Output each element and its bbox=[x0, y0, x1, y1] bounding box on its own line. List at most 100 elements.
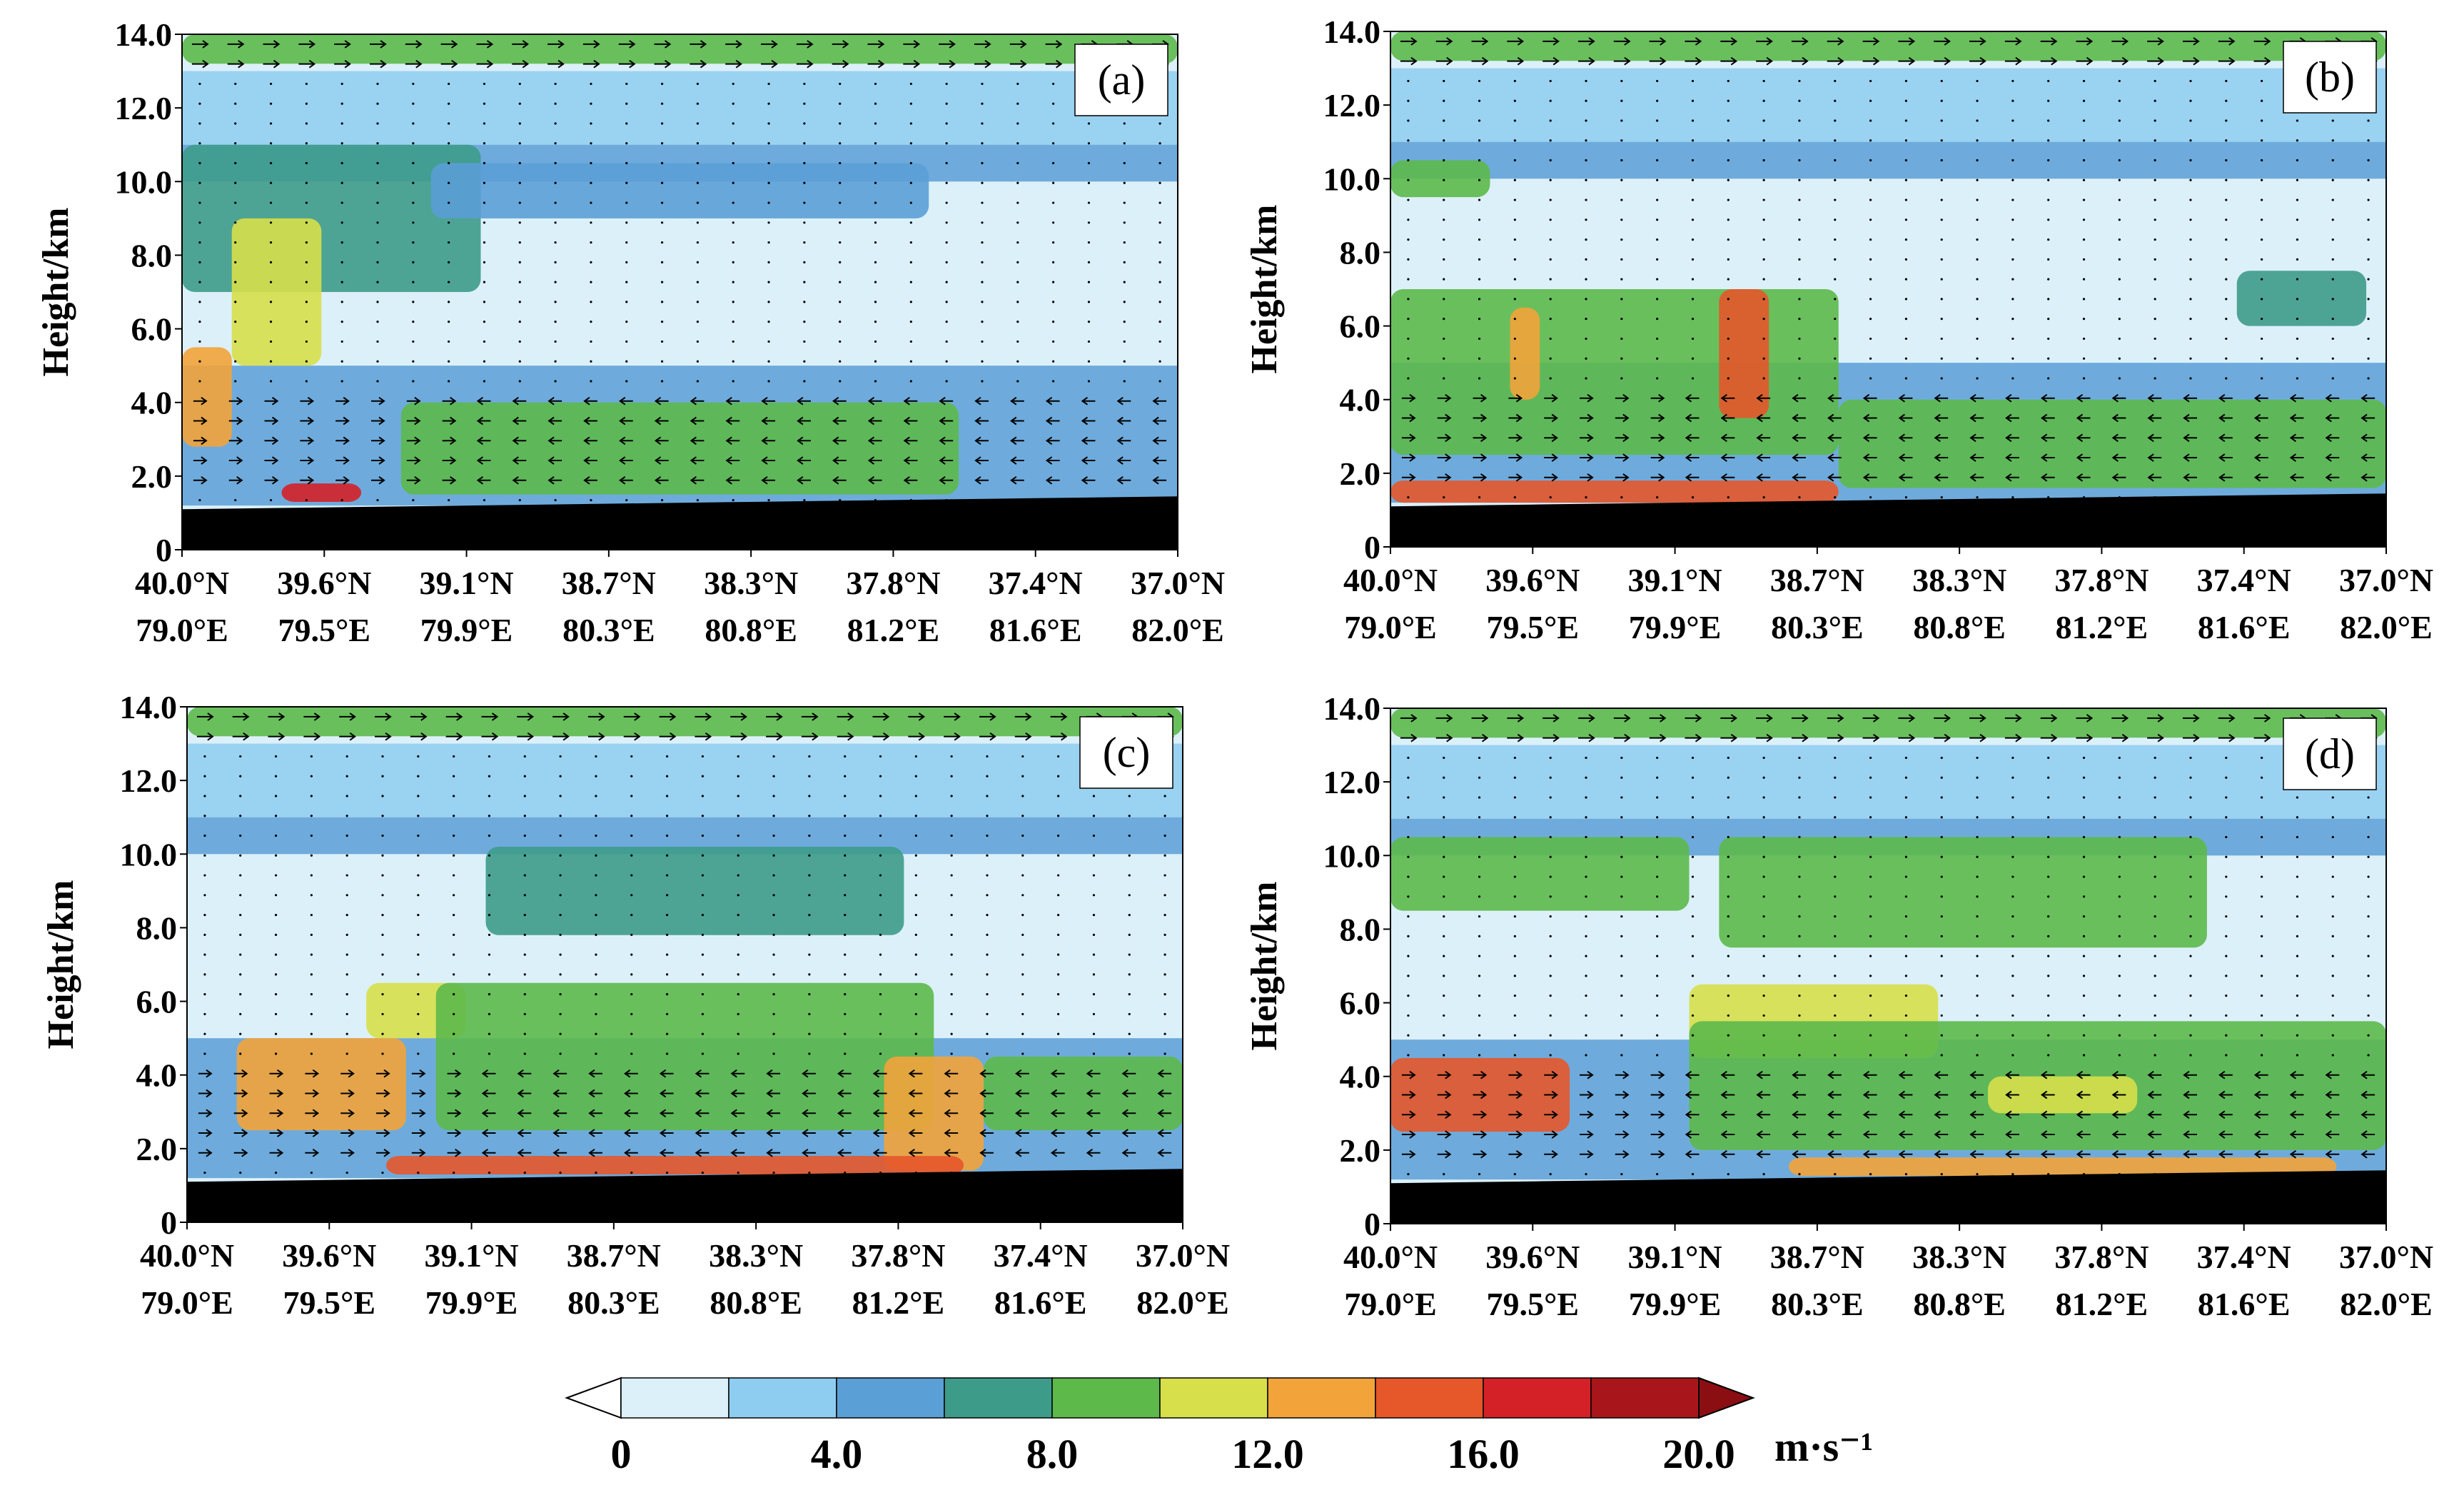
wind-dot bbox=[2296, 377, 2299, 380]
wind-dot bbox=[1443, 318, 1445, 321]
wind-dot bbox=[1123, 221, 1126, 224]
wind-dot bbox=[701, 973, 705, 976]
wind-arrowhead bbox=[1827, 473, 1834, 482]
wind-dot bbox=[1585, 915, 1587, 918]
wind-arrowhead bbox=[2086, 56, 2094, 66]
wind-dot bbox=[310, 894, 313, 897]
wind-dot bbox=[1407, 1034, 1410, 1037]
wind-arrowhead bbox=[1622, 413, 1630, 423]
wind-dot bbox=[625, 340, 628, 343]
wind-arrowhead bbox=[276, 1109, 284, 1118]
wind-dot bbox=[1443, 218, 1445, 221]
wind-dot bbox=[2118, 1014, 2121, 1017]
wind-dot bbox=[630, 1032, 633, 1035]
wind-dot bbox=[376, 380, 379, 383]
wind-arrowhead bbox=[1622, 433, 1630, 443]
wind-arrowhead bbox=[1622, 1149, 1630, 1159]
x-tick-label-lon: 82.0°E bbox=[2340, 1286, 2433, 1322]
wind-dot bbox=[269, 181, 273, 184]
wind-dot bbox=[914, 1012, 917, 1016]
wind-dot bbox=[1620, 816, 1623, 819]
wind-dot bbox=[1762, 318, 1765, 321]
wind-arrowhead bbox=[2253, 473, 2261, 482]
wind-dot bbox=[1016, 201, 1019, 204]
wind-dot bbox=[239, 933, 242, 936]
wind-dot bbox=[203, 1032, 206, 1035]
wind-dot bbox=[1549, 756, 1552, 760]
wind-arrowhead bbox=[308, 59, 316, 69]
wind-dot bbox=[1869, 119, 1872, 122]
speed-field bbox=[182, 34, 1178, 550]
wind-arrowhead bbox=[1481, 714, 1489, 723]
wind-dot bbox=[1620, 337, 1623, 341]
wind-dot bbox=[523, 894, 526, 897]
wind-dot bbox=[448, 241, 450, 244]
wind-dot bbox=[1798, 1014, 1801, 1017]
x-tick-label-lat: 37.0°N bbox=[2339, 1239, 2433, 1275]
wind-dot bbox=[1620, 935, 1623, 937]
wind-dot bbox=[2189, 238, 2192, 241]
wind-dot bbox=[1904, 796, 1908, 799]
wind-arrowhead bbox=[1792, 1149, 1799, 1159]
wind-dot bbox=[1976, 1054, 1979, 1057]
wind-dot bbox=[2331, 119, 2334, 122]
wind-dot bbox=[2011, 1054, 2014, 1057]
wind-dot bbox=[1656, 139, 1659, 142]
wind-dot bbox=[839, 142, 842, 145]
wind-arrowhead bbox=[1446, 714, 1453, 723]
wind-arrowhead bbox=[2193, 37, 2200, 46]
wind-dot bbox=[340, 340, 343, 343]
wind-dot bbox=[234, 102, 237, 105]
wind-arrowhead bbox=[313, 713, 321, 721]
wind-dot bbox=[2367, 816, 2370, 819]
wind-arrowhead bbox=[588, 1069, 595, 1078]
wind-dot bbox=[412, 241, 415, 244]
wind-arrowhead bbox=[1660, 714, 1667, 723]
wind-dot bbox=[1762, 495, 1765, 499]
wind-arrowhead bbox=[2218, 1090, 2226, 1099]
wind-dot bbox=[1976, 278, 1979, 281]
wind-dot bbox=[2118, 377, 2121, 380]
wind-dot bbox=[590, 181, 592, 184]
wind-arrowhead bbox=[2289, 393, 2297, 403]
speed-feature bbox=[1510, 307, 1540, 400]
wind-arrowhead bbox=[877, 40, 885, 49]
wind-dot bbox=[1585, 337, 1587, 341]
wind-dot bbox=[1407, 855, 1410, 858]
wind-arrowhead bbox=[872, 1089, 880, 1098]
wind-arrowhead bbox=[1086, 1069, 1094, 1078]
wind-dot bbox=[808, 1052, 811, 1055]
wind-arrowhead bbox=[832, 396, 839, 406]
wind-dot bbox=[2367, 318, 2370, 321]
speed-field bbox=[1390, 31, 2386, 547]
wind-dot bbox=[1976, 756, 1979, 760]
wind-dot bbox=[518, 281, 521, 283]
wind-dot bbox=[1549, 377, 1552, 380]
wind-dot bbox=[1656, 337, 1659, 341]
wind-arrowhead bbox=[1720, 473, 1727, 482]
wind-dot bbox=[417, 1012, 420, 1016]
wind-dot bbox=[234, 201, 237, 204]
wind-dot bbox=[1092, 1032, 1096, 1035]
wind-arrowhead bbox=[2157, 56, 2164, 66]
wind-dot bbox=[239, 913, 242, 917]
x-tick-label-lat: 38.7°N bbox=[562, 565, 656, 601]
wind-dot bbox=[203, 795, 206, 797]
wind-dot bbox=[1021, 933, 1024, 936]
wind-dot bbox=[1513, 99, 1516, 102]
wind-arrowhead bbox=[349, 713, 356, 721]
wind-dot bbox=[950, 795, 953, 797]
wind-dot bbox=[518, 321, 521, 323]
speed-feature bbox=[1390, 480, 1839, 503]
wind-dot bbox=[269, 201, 273, 204]
wind-dot bbox=[1620, 1014, 1623, 1017]
wind-arrowhead bbox=[451, 40, 458, 49]
x-tick-label-lat: 38.7°N bbox=[1770, 562, 1864, 598]
wind-dot bbox=[453, 913, 455, 917]
wind-arrowhead bbox=[2253, 1130, 2261, 1139]
wind-dot bbox=[2011, 935, 2014, 937]
wind-dot bbox=[1727, 258, 1730, 261]
wind-dot bbox=[1976, 776, 1979, 779]
wind-arrowhead bbox=[1045, 436, 1053, 446]
wind-dot bbox=[660, 181, 664, 184]
